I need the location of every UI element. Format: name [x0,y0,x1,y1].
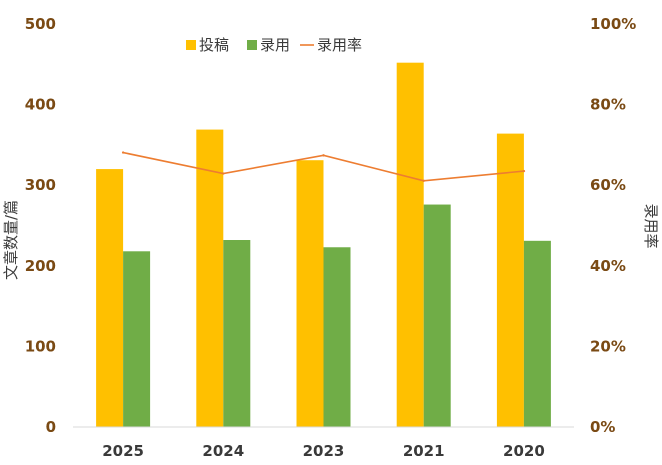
bar-submitted [496,133,524,427]
bar-accepted [123,251,151,427]
y2-tick-label: 100% [590,15,636,33]
bar-submitted [96,169,124,427]
x-tick-label: 2023 [303,442,345,460]
y2-tick-label: 40% [590,257,626,275]
legend-swatch-0 [186,40,196,50]
y-tick-label: 300 [25,176,56,194]
y2-tick-label: 80% [590,96,626,114]
y-tick-label: 400 [25,96,56,114]
y-tick-label: 100 [25,337,56,355]
left-axis-ticks: 0 100 200 300 400 500 [25,15,56,436]
bar-accepted [223,240,251,427]
y-axis-title: 文章数量/篇 [2,200,20,280]
bar-submitted [296,160,324,428]
bar-submitted [396,62,424,428]
x-tick-label: 2020 [503,442,545,460]
y2-tick-label: 0% [590,418,615,436]
bar-accepted [423,204,451,427]
rate-line [121,151,526,182]
rate-point [121,151,125,154]
legend: 投稿 录用 录用率 [186,36,362,54]
x-tick-label: 2025 [102,442,144,460]
bar-accepted [523,240,551,427]
y-tick-label: 200 [25,257,56,275]
bars [96,62,551,428]
rate-point [422,179,425,182]
rate-point [222,172,225,175]
legend-label: 投稿 [199,36,229,54]
legend-swatch-1 [247,40,257,50]
y-axis-title-group: 文章数量/篇 [2,200,20,280]
y2-axis-title-group: 录用率 [642,203,660,248]
y-tick-label: 0 [46,418,56,436]
rate-point [322,154,325,157]
x-axis-ticks: 2025 2024 2023 2021 2020 [102,442,545,460]
bar-accepted [323,247,351,427]
y-tick-label: 500 [25,15,56,33]
y2-tick-label: 60% [590,176,626,194]
y2-axis-title: 录用率 [642,203,660,248]
right-axis-ticks: 0% 20% 40% 60% 80% 100% [590,15,636,436]
rate-point [522,169,526,173]
legend-label: 录用 [260,36,290,54]
bar-submitted [196,129,224,427]
x-tick-label: 2024 [202,442,244,460]
y2-tick-label: 20% [590,337,626,355]
legend-label: 录用率 [317,36,362,54]
x-tick-label: 2021 [403,442,445,460]
